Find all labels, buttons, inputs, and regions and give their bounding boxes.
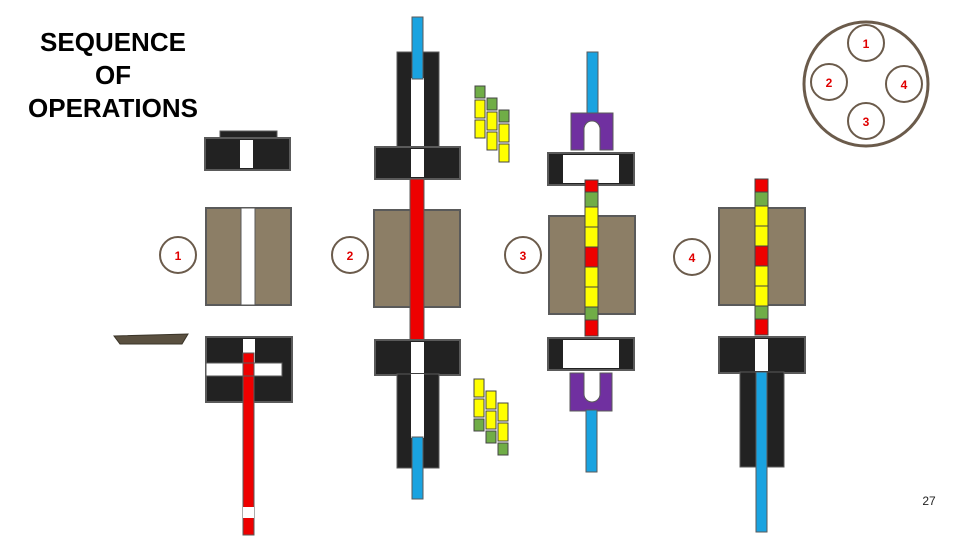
step-2-assembly xyxy=(373,16,461,500)
pellet xyxy=(497,422,509,442)
pellet xyxy=(485,390,497,410)
pellet xyxy=(473,418,485,432)
dial-position-4: 4 xyxy=(885,65,923,103)
slide-title: SEQUENCE OF OPERATIONS xyxy=(18,26,208,125)
step-3-upper-stripper xyxy=(570,112,614,151)
pellet xyxy=(498,123,510,143)
step-2-lower-punch xyxy=(411,436,424,500)
column-pellet xyxy=(754,265,769,287)
pellet xyxy=(497,402,509,422)
column-pellet xyxy=(754,245,769,267)
step-4-assembly xyxy=(718,178,806,533)
step-4-marker: 4 xyxy=(673,238,711,276)
column-pellet xyxy=(584,226,599,248)
step-1-upper-bore xyxy=(240,140,253,168)
step-1-die-bore xyxy=(240,207,256,306)
pellet xyxy=(473,398,485,418)
column-pellet xyxy=(754,178,769,193)
pellet xyxy=(486,111,498,131)
column-pellet xyxy=(584,179,599,193)
pellet xyxy=(474,99,486,119)
column-pellet xyxy=(754,318,769,336)
pellet-stack-lower xyxy=(473,378,509,456)
dial-position-2-label: 2 xyxy=(826,76,833,90)
step-2-red-blank xyxy=(409,178,425,342)
step-1-rod-marker xyxy=(243,507,254,518)
column-pellet xyxy=(584,191,599,208)
step-4-pellet-column xyxy=(754,178,769,336)
page-number: 27 xyxy=(922,494,936,508)
step-3-marker: 3 xyxy=(504,236,542,274)
step-2-marker: 2 xyxy=(331,236,369,274)
step-3-label: 3 xyxy=(520,249,527,263)
step-2-label: 2 xyxy=(347,249,354,263)
pellet xyxy=(486,97,498,111)
title-line-1: SEQUENCE xyxy=(40,27,186,57)
step-1-label: 1 xyxy=(175,249,182,263)
step-3-upper-punch xyxy=(586,51,599,117)
pellet xyxy=(473,378,485,398)
column-pellet xyxy=(754,205,769,227)
step-3-assembly xyxy=(547,51,636,473)
pellet xyxy=(497,442,509,456)
step-4-label: 4 xyxy=(689,251,696,265)
step-4-lower-punch xyxy=(755,371,768,533)
step-1-slot-overlay xyxy=(205,362,283,377)
dial-position-2: 2 xyxy=(810,63,848,101)
step-2-lower-block-bore xyxy=(411,342,424,373)
pellet xyxy=(485,430,497,444)
pellet xyxy=(498,143,510,163)
step-3-pellet-column xyxy=(584,179,599,337)
dial-outer-circle xyxy=(802,20,930,148)
column-pellet xyxy=(754,225,769,247)
pellet xyxy=(498,109,510,123)
pellet xyxy=(474,85,486,99)
dial-position-1-label: 1 xyxy=(863,37,870,51)
step-1-red-rod xyxy=(242,352,255,536)
column-pellet xyxy=(584,206,599,228)
step-3-lower-block-window xyxy=(563,340,619,368)
column-pellet xyxy=(584,266,599,288)
column-pellet xyxy=(754,191,769,207)
column-pellet xyxy=(584,246,599,268)
column-pellet xyxy=(754,305,769,320)
column-pellet xyxy=(584,286,599,308)
step-3-upper-block-window xyxy=(563,155,619,183)
step-3-lower-stripper xyxy=(569,372,613,412)
step-2-lower-sleeve-bore xyxy=(411,374,424,438)
pellet xyxy=(486,131,498,151)
station-dial: 1 2 4 3 xyxy=(802,20,930,148)
step-2-upper-punch xyxy=(411,16,424,80)
dial-position-1: 1 xyxy=(847,24,885,62)
step-1-marker: 1 xyxy=(159,236,197,274)
title-line-2: OF xyxy=(94,60,132,90)
column-pellet xyxy=(584,306,599,321)
dial-position-3-label: 3 xyxy=(863,115,870,129)
step-2-upper-block-bore xyxy=(411,149,424,177)
pellet xyxy=(474,119,486,139)
step-4-lower-block-bore xyxy=(755,339,768,371)
tray xyxy=(113,333,189,345)
dial-position-3: 3 xyxy=(847,102,885,140)
column-pellet xyxy=(584,319,599,337)
dial-position-4-label: 4 xyxy=(901,78,908,92)
step-1-assembly xyxy=(204,130,293,536)
pellet-stack-upper xyxy=(474,85,510,163)
step-2-upper-sleeve-bore xyxy=(411,78,424,148)
step-3-lower-punch xyxy=(585,409,598,473)
pellet xyxy=(485,410,497,430)
title-line-3: OPERATIONS xyxy=(28,93,198,123)
column-pellet xyxy=(754,285,769,307)
